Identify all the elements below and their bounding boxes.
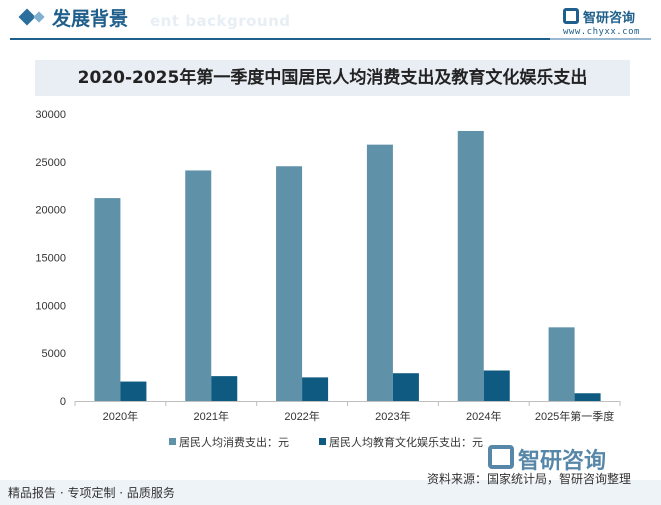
legend-label-0: 居民人均消费支出：元 <box>179 435 289 449</box>
watermark-logo-icon <box>488 445 514 469</box>
x-tick-label: 2023年 <box>375 409 410 423</box>
y-tick-label: 5000 <box>42 348 66 360</box>
bar-consumption-5 <box>548 327 575 401</box>
brand-name: 智研咨询 <box>583 10 636 26</box>
bar-education-2 <box>302 377 329 401</box>
legend-label-1: 居民人均教育文化娱乐支出：元 <box>329 435 483 449</box>
x-tick-label: 2024年 <box>466 409 501 423</box>
brand-logo: 智研咨询 <box>563 6 635 26</box>
x-tick-label: 2021年 <box>194 409 229 423</box>
footer-slogan: 精品报告 · 专项定制 · 品质服务 <box>8 486 175 500</box>
chart-bars <box>94 130 601 401</box>
y-tick-label: 0 <box>60 396 66 408</box>
y-tick-label: 15000 <box>35 253 66 265</box>
chart-legend: 居民人均消费支出：元 居民人均教育文化娱乐支出：元 <box>169 435 483 449</box>
y-tick-label: 20000 <box>35 205 66 217</box>
bar-education-5 <box>574 393 601 401</box>
y-tick-label: 10000 <box>35 300 66 312</box>
bar-consumption-0 <box>94 198 121 401</box>
bar-education-1 <box>211 376 238 401</box>
page-footer <box>0 480 661 505</box>
x-tick-label: 2022年 <box>284 409 319 423</box>
footer-watermark: 智研咨询 <box>518 449 607 474</box>
data-source: 资料来源：国家统计局，智研咨询整理 <box>427 472 632 486</box>
y-tick-label: 30000 <box>35 109 66 121</box>
x-tick-label: 2020年 <box>103 409 138 423</box>
header-divider <box>10 38 550 40</box>
bar-education-3 <box>392 373 419 401</box>
chart-axes: 0 5000 10000 15000 20000 25000 30000 <box>35 109 621 408</box>
bar-consumption-3 <box>366 144 393 401</box>
header-subtitle: ent background <box>150 12 291 30</box>
bar-consumption-1 <box>185 170 212 401</box>
bar-consumption-2 <box>276 166 303 401</box>
x-tick-label: 2025年第一季度 <box>535 409 614 423</box>
legend-swatch-1 <box>319 438 326 445</box>
page-header: ent background 发展背景 智研咨询 www.chyxx.com <box>0 0 661 40</box>
chart-title: 2020-2025年第一季度中国居民人均消费支出及教育文化娱乐支出 <box>77 68 588 88</box>
bar-education-4 <box>483 370 510 401</box>
header-divider-light <box>550 38 651 40</box>
y-tick-label: 25000 <box>35 157 66 169</box>
brand-url: www.chyxx.com <box>563 27 640 37</box>
chart-title-box: 2020-2025年第一季度中国居民人均消费支出及教育文化娱乐支出 <box>35 60 630 96</box>
chart-labels: 2020年 2021年 2022年 2023年 2024年 2025年第一季度 <box>103 409 615 423</box>
brand-logo-icon <box>563 8 579 24</box>
legend-swatch-0 <box>169 438 176 445</box>
bar-consumption-4 <box>457 130 484 401</box>
header-title: 发展背景 <box>52 8 129 30</box>
bar-education-0 <box>120 381 147 401</box>
